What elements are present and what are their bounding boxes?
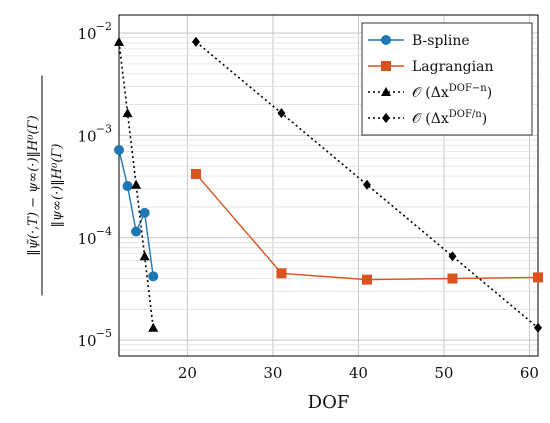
data-point-circle xyxy=(122,181,133,192)
data-point-triangle xyxy=(122,108,133,118)
y-tick-exponent: −5 xyxy=(96,327,112,340)
x-tick-label: 60 xyxy=(520,364,539,382)
y-tick-label: 10 xyxy=(77,25,96,43)
y-tick-exponent: −3 xyxy=(96,122,112,135)
series-line xyxy=(195,41,539,329)
x-tick-label: 20 xyxy=(178,364,197,382)
x-tick-label: 30 xyxy=(263,364,282,382)
series-layer xyxy=(114,36,543,333)
data-point-triangle xyxy=(148,322,159,332)
legend-label: Lagrangian xyxy=(412,59,493,75)
data-point-square xyxy=(276,268,287,279)
y-tick-label: 10 xyxy=(77,230,96,248)
x-tick-label: 50 xyxy=(434,364,453,382)
data-point-diamond xyxy=(382,113,390,123)
y-axis-label-denominator: ‖ψ∞(·)‖H⁰(Γ) xyxy=(50,143,65,227)
data-point-square xyxy=(361,274,372,285)
series-line xyxy=(195,173,539,281)
data-point-diamond xyxy=(277,108,286,119)
legend-label: 𝒪 (ΔxDOF/n) xyxy=(412,109,487,127)
series-1 xyxy=(190,168,543,285)
y-tick-label: 10 xyxy=(77,127,96,145)
data-point-triangle xyxy=(114,36,124,46)
legend-label: 𝒪 (ΔxDOF−n) xyxy=(412,83,492,101)
data-point-square xyxy=(190,168,201,179)
data-point-diamond xyxy=(191,36,200,47)
series-3 xyxy=(191,36,542,333)
y-tick-exponent: −2 xyxy=(96,20,112,33)
y-tick-labels: 10−510−410−310−2 xyxy=(77,20,112,350)
data-point-triangle xyxy=(131,179,142,189)
legend-label: B-spline xyxy=(412,33,470,49)
data-point-triangle xyxy=(139,251,150,261)
y-axis-label-numerator: ‖ψ̃(·,T) − ψ∞(·)‖H⁰(Γ) xyxy=(26,115,41,255)
x-tick-labels: 20 30 40 50 60 xyxy=(178,364,539,382)
data-point-circle xyxy=(139,207,150,218)
y-tick-exponent: −4 xyxy=(96,225,112,238)
data-point-circle xyxy=(131,226,142,237)
data-point-circle xyxy=(114,145,124,156)
legend: B-spline Lagrangian 𝒪 (ΔxDOF−n) 𝒪 (ΔxDOF/n) xyxy=(361,22,533,136)
data-point-diamond xyxy=(448,251,457,262)
data-point-circle xyxy=(148,271,159,282)
data-point-diamond xyxy=(362,179,371,190)
x-axis-label: DOF xyxy=(308,392,350,413)
data-point-square xyxy=(447,273,458,284)
data-point-triangle xyxy=(381,87,391,96)
data-point-square xyxy=(381,61,391,71)
data-point-circle xyxy=(381,35,391,45)
data-point-diamond xyxy=(534,322,542,333)
y-axis-label: ‖ψ̃(·,T) − ψ∞(·)‖H⁰(Γ) ‖ψ∞(·)‖H⁰(Γ) xyxy=(26,75,65,296)
data-point-square xyxy=(533,272,543,283)
plot-frame xyxy=(118,14,539,357)
series-2 xyxy=(114,36,159,332)
series-0 xyxy=(114,145,159,282)
x-tick-label: 40 xyxy=(349,364,368,382)
y-tick-label: 10 xyxy=(77,332,96,350)
